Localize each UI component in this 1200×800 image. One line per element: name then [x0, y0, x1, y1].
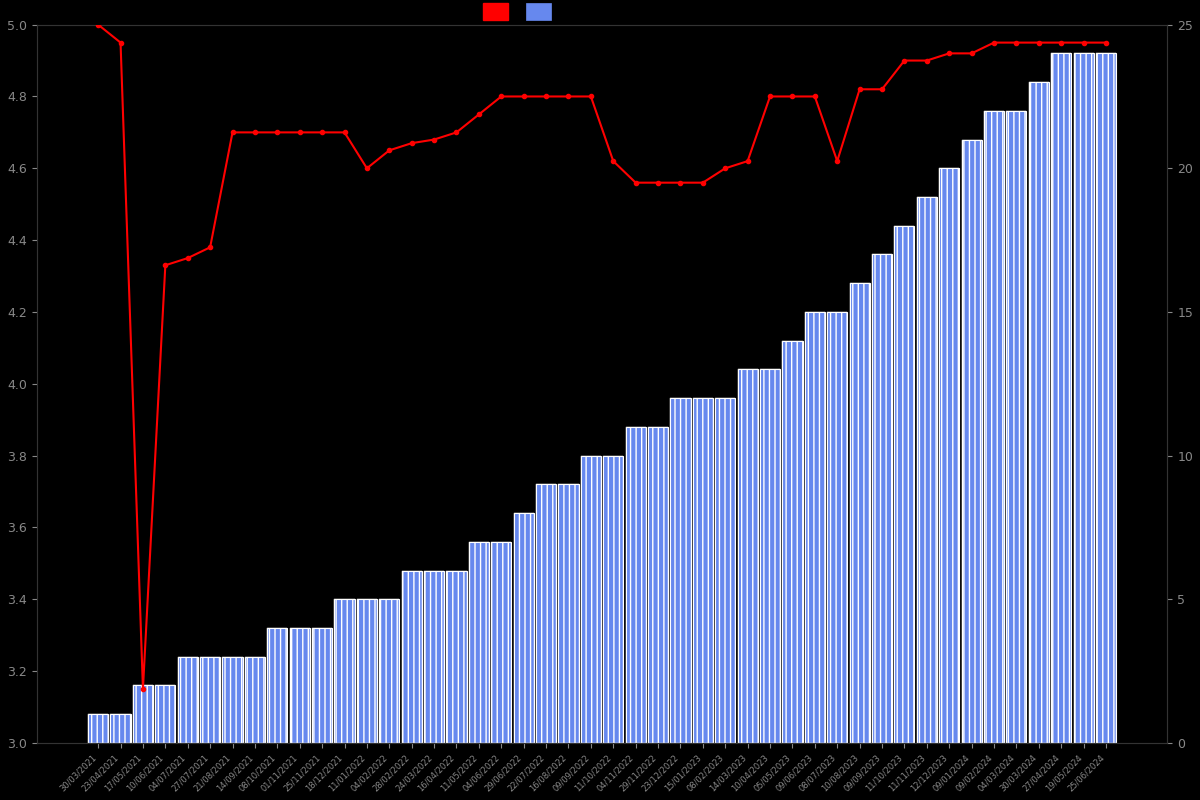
Bar [648, 427, 668, 743]
Bar [692, 398, 713, 743]
Bar [110, 714, 131, 743]
Bar [1028, 82, 1049, 743]
Bar [961, 139, 982, 743]
Bar [1028, 82, 1049, 743]
Bar [110, 714, 131, 743]
Bar [872, 254, 892, 743]
Bar [782, 341, 803, 743]
Bar [1074, 54, 1093, 743]
Bar [402, 570, 421, 743]
Bar [604, 456, 623, 743]
Bar [514, 513, 534, 743]
Bar [446, 570, 467, 743]
Bar [872, 254, 892, 743]
Bar [984, 111, 1004, 743]
Bar [469, 542, 488, 743]
Bar [200, 657, 221, 743]
Bar [827, 312, 847, 743]
Bar [133, 686, 154, 743]
Bar [446, 570, 467, 743]
Bar [805, 312, 824, 743]
Bar [402, 570, 421, 743]
Bar [715, 398, 736, 743]
Bar [760, 370, 780, 743]
Bar [312, 628, 332, 743]
Bar [1007, 111, 1026, 743]
Bar [1007, 111, 1026, 743]
Bar [88, 714, 108, 743]
Bar [715, 398, 736, 743]
Bar [940, 168, 959, 743]
Bar [289, 628, 310, 743]
Bar [782, 341, 803, 743]
Bar [200, 657, 221, 743]
Bar [558, 484, 578, 743]
Bar [155, 686, 175, 743]
Bar [356, 599, 377, 743]
Bar [514, 513, 534, 743]
Bar [379, 599, 400, 743]
Bar [738, 370, 757, 743]
Bar [245, 657, 265, 743]
Bar [805, 312, 824, 743]
Bar [917, 197, 937, 743]
Bar [1096, 54, 1116, 743]
Bar [692, 398, 713, 743]
Bar [917, 197, 937, 743]
Bar [335, 599, 354, 743]
Bar [581, 456, 601, 743]
Bar [536, 484, 556, 743]
Bar [178, 657, 198, 743]
Bar [424, 570, 444, 743]
Bar [1074, 54, 1093, 743]
Bar [894, 226, 914, 743]
Bar [625, 427, 646, 743]
Bar [245, 657, 265, 743]
Bar [491, 542, 511, 743]
Bar [379, 599, 400, 743]
Bar [536, 484, 556, 743]
Bar [222, 657, 242, 743]
Bar [558, 484, 578, 743]
Bar [581, 456, 601, 743]
Bar [671, 398, 690, 743]
Bar [940, 168, 959, 743]
Bar [133, 686, 154, 743]
Bar [268, 628, 287, 743]
Bar [335, 599, 354, 743]
Bar [222, 657, 242, 743]
Bar [268, 628, 287, 743]
Bar [961, 139, 982, 743]
Bar [155, 686, 175, 743]
Bar [1051, 54, 1072, 743]
Bar [469, 542, 488, 743]
Bar [984, 111, 1004, 743]
Bar [850, 283, 870, 743]
Bar [88, 714, 108, 743]
Bar [356, 599, 377, 743]
Bar [625, 427, 646, 743]
Bar [1051, 54, 1072, 743]
Bar [738, 370, 757, 743]
Bar [604, 456, 623, 743]
Bar [894, 226, 914, 743]
Bar [312, 628, 332, 743]
Bar [760, 370, 780, 743]
Bar [827, 312, 847, 743]
Bar [289, 628, 310, 743]
Bar [648, 427, 668, 743]
Bar [491, 542, 511, 743]
Bar [671, 398, 690, 743]
Bar [1096, 54, 1116, 743]
Bar [424, 570, 444, 743]
Bar [850, 283, 870, 743]
Legend: , : , [484, 3, 563, 20]
Bar [178, 657, 198, 743]
